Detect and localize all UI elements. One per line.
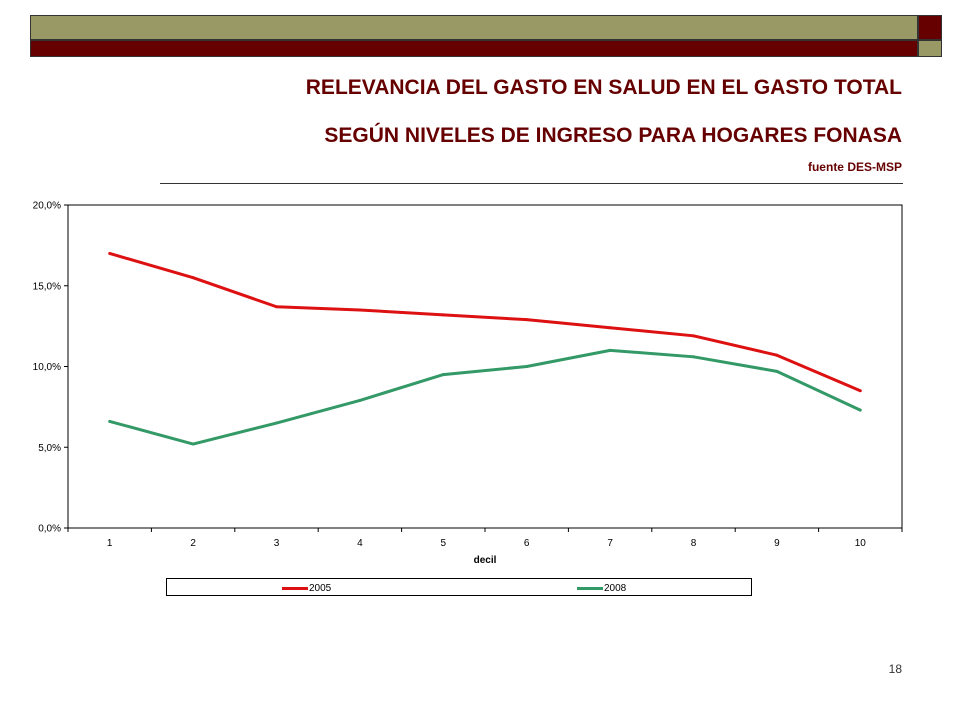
header-band-dark-red [30, 40, 918, 57]
x-tick-label: 6 [524, 538, 530, 549]
x-tick-label: 7 [607, 538, 613, 549]
data-point-2005 [275, 305, 278, 309]
x-tick-label: 3 [274, 538, 280, 549]
series-line-2008 [109, 348, 861, 446]
data-point-2008 [108, 419, 112, 423]
x-tick-label: 4 [357, 538, 363, 549]
series-line-2005 [109, 252, 861, 393]
data-point-2005 [441, 313, 445, 317]
legend-swatch [577, 586, 603, 590]
data-point-2005 [858, 389, 862, 393]
plot-area [67, 204, 903, 529]
y-tick-label: 20,0% [33, 201, 61, 212]
y-tick-label: 5,0% [38, 443, 61, 454]
data-point-2005 [108, 251, 112, 255]
header-corner-square-red [918, 15, 942, 40]
slide-title-line-1: RELEVANCIA DEL GASTO EN SALUD EN EL GAST… [305, 76, 902, 99]
x-axis-title: decil [474, 555, 497, 566]
slide-title-line-2: SEGÚN NIVELES DE INGRESO PARA HOGARES FO… [324, 124, 902, 147]
legend-label: 2008 [604, 582, 627, 594]
x-tick-label: 2 [190, 538, 196, 549]
data-point-2008 [608, 348, 612, 352]
source-note: fuente DES-MSP [807, 160, 902, 174]
y-tick-label: 0,0% [38, 524, 61, 535]
legend-label: 2005 [309, 582, 332, 594]
chart-legend: 2005 2008 [166, 578, 752, 596]
x-tick-label: 8 [691, 538, 697, 549]
data-point-2008 [358, 398, 362, 402]
data-point-2005 [358, 308, 362, 312]
y-tick-label: 10,0% [33, 362, 61, 373]
legend-entry-2008: 2008 [577, 581, 626, 595]
legend-entry-2005: 2005 [282, 581, 331, 595]
page-number: 18 [888, 662, 902, 676]
title-divider [160, 183, 903, 184]
y-tick-label: 15,0% [33, 281, 61, 292]
data-point-2005 [608, 326, 612, 330]
data-point-2005 [191, 276, 195, 280]
data-point-2008 [525, 365, 529, 368]
data-point-2008 [191, 442, 195, 446]
data-point-2008 [858, 408, 862, 412]
data-point-2008 [692, 355, 695, 359]
data-point-2005 [692, 334, 695, 338]
legend-swatch [282, 586, 308, 590]
data-point-2008 [775, 369, 779, 373]
x-tick-label: 10 [855, 538, 867, 549]
x-tick-label: 9 [774, 538, 780, 549]
header-corner-square-olive [918, 40, 942, 57]
x-tick-label: 1 [107, 538, 113, 549]
data-point-2005 [525, 318, 529, 322]
x-tick-label: 5 [441, 538, 447, 549]
data-point-2008 [275, 421, 278, 425]
header-band-olive [30, 15, 918, 40]
data-point-2005 [775, 353, 779, 357]
data-point-2008 [441, 373, 445, 377]
